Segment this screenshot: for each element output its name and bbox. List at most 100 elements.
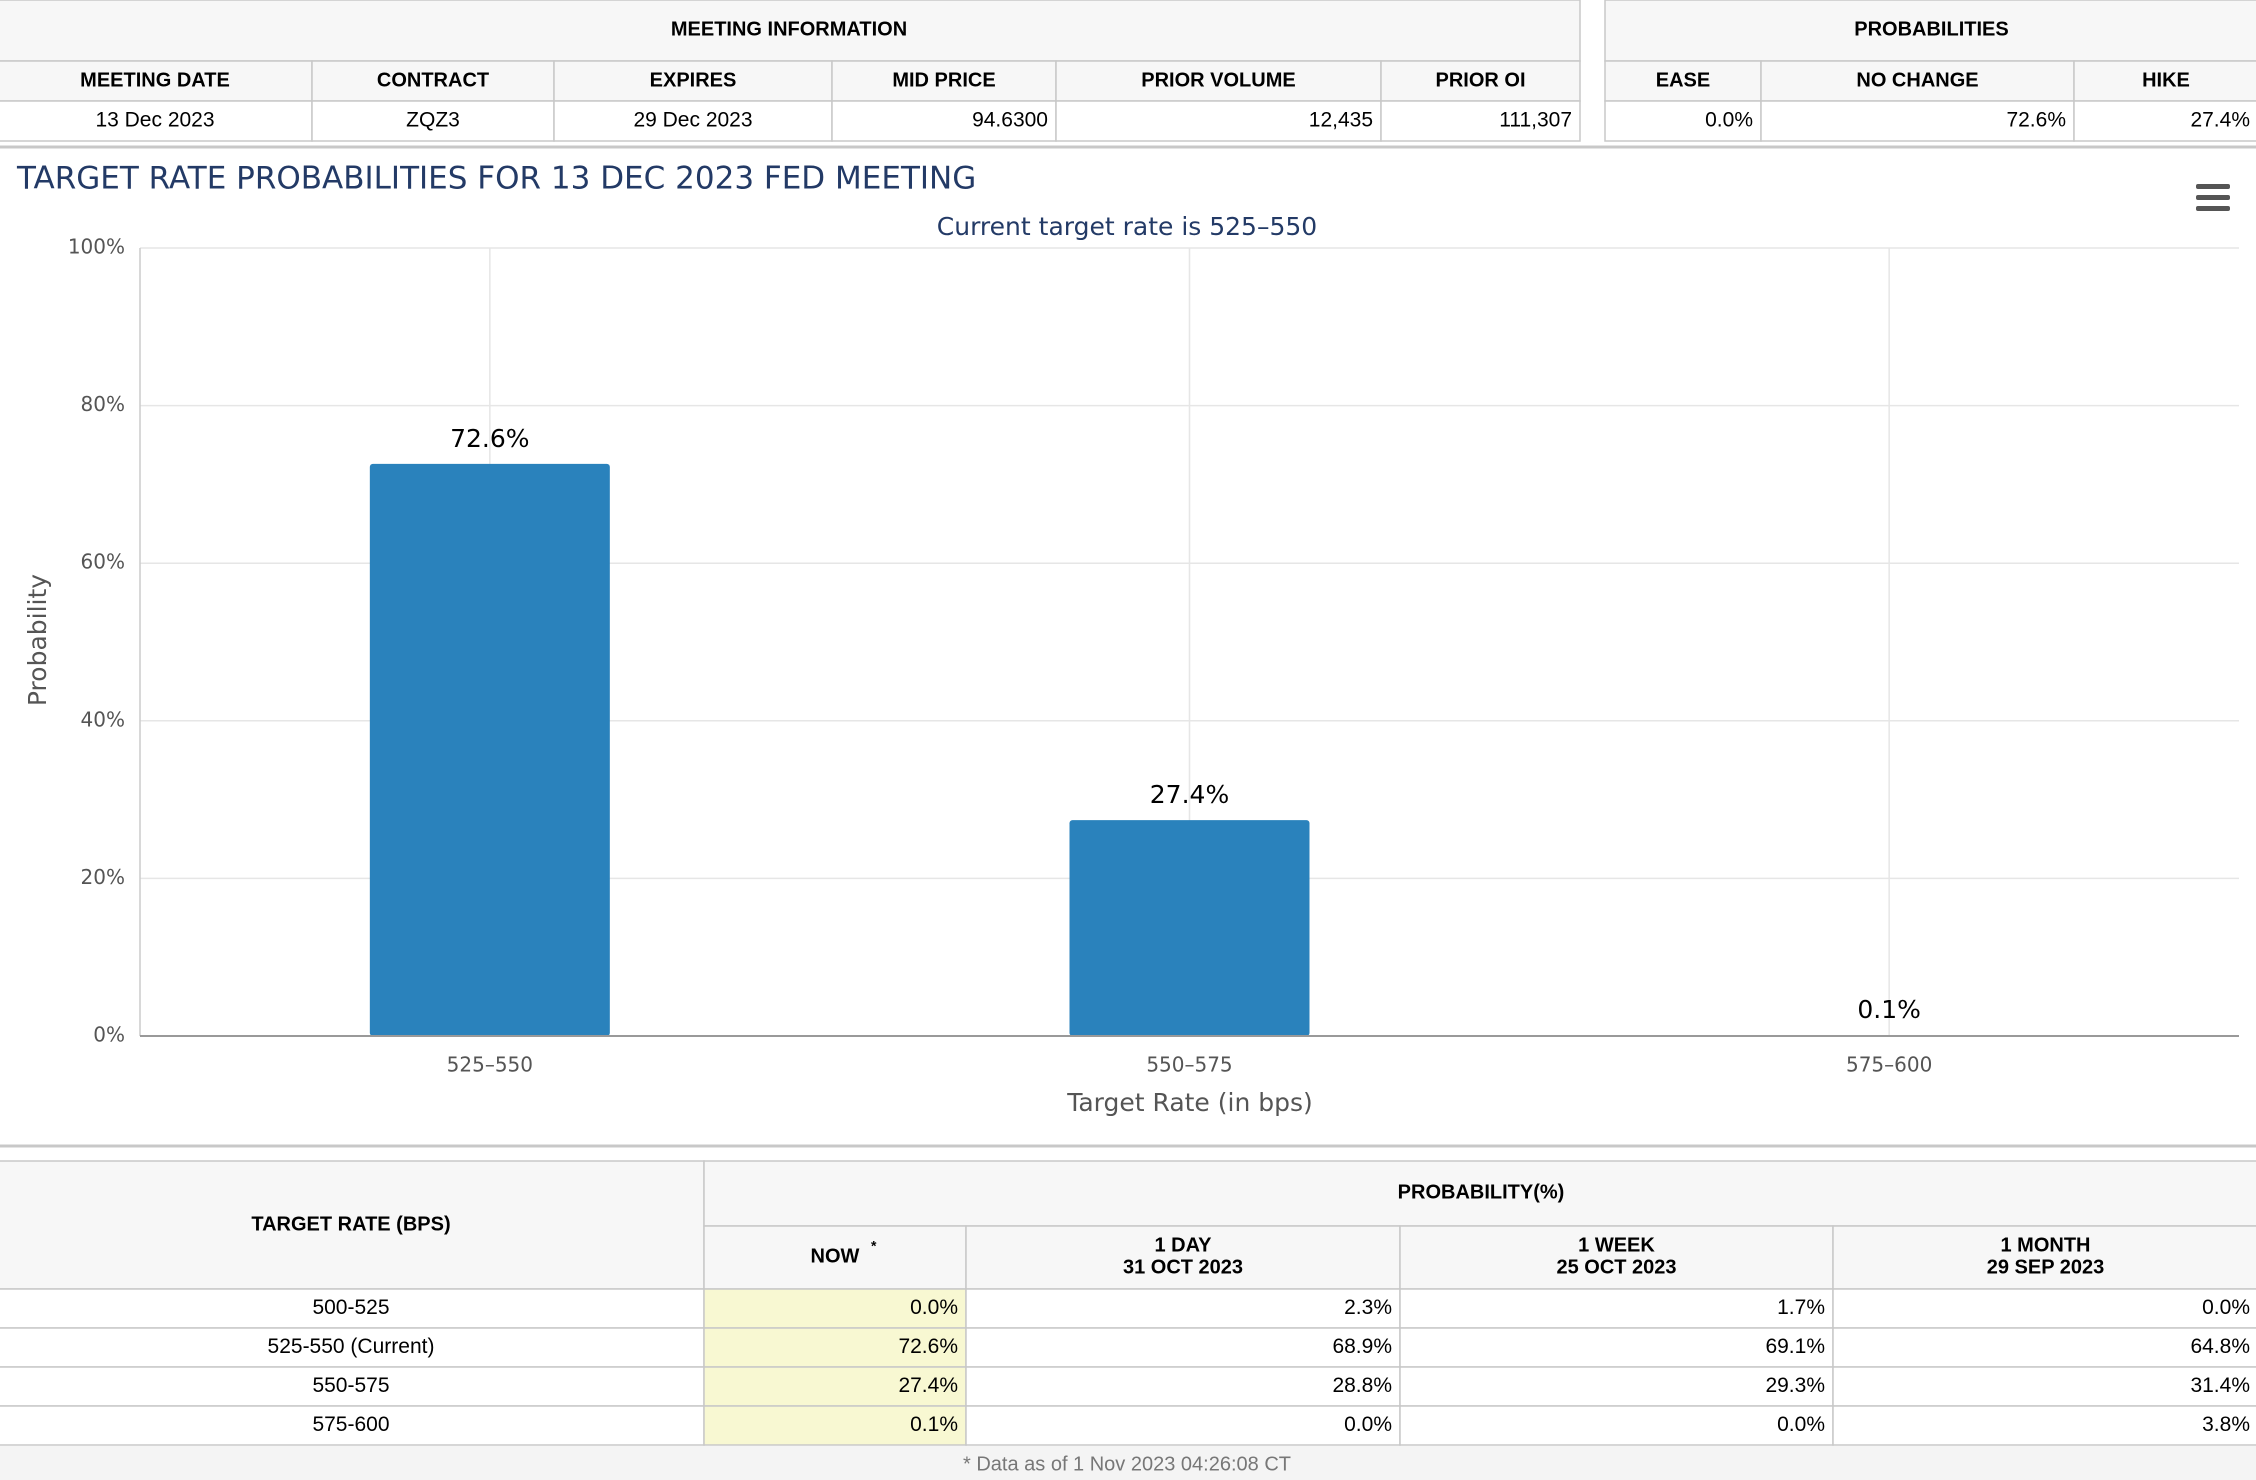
table-value: 2.3% [1344,1296,1392,1319]
column-header: EASE [1656,69,1710,91]
row-header: 525-550 (Current) [268,1335,435,1358]
table-value: 72.6% [898,1335,958,1358]
table-value: 1.7% [1777,1296,1825,1319]
footnote: * Data as of 1 Nov 2023 04:26:08 CT [963,1453,1291,1475]
chart-subtitle: Current target rate is 525–550 [937,212,1317,241]
column-header: NOW [811,1245,860,1267]
y-axis-label: Probability [23,574,52,706]
table-cell [965,1366,1401,1407]
table-cell [703,1327,967,1368]
column-header: 29 SEP 2023 [1987,1256,2105,1278]
table-value: 29 Dec 2023 [633,109,752,132]
table-value: 0.0% [910,1296,958,1319]
table-cell [0,1405,705,1446]
table-cell [1760,100,2075,142]
column-header: 1 WEEK [1578,1234,1655,1256]
row-header: 575-600 [312,1413,389,1436]
table-title: MEETING INFORMATION [671,18,907,40]
table-value: 68.9% [1332,1335,1392,1358]
table-cell [1760,60,2075,102]
column-header: 1 MONTH [2001,1234,2091,1256]
table-value: 3.8% [2202,1413,2250,1436]
footer-shade [0,1446,2256,1480]
table-value: 12,435 [1309,109,1373,132]
y-tick-label: 60% [81,550,125,574]
column-header: MEETING DATE [80,69,230,91]
table-cell [0,100,313,142]
table-cell [965,1327,1401,1368]
table-cell [0,1160,705,1290]
table-cell [1832,1288,2256,1329]
table-cell [1399,1288,1834,1329]
bar [1069,820,1310,1036]
table-cell [831,100,1057,142]
table-cell [703,1160,2256,1227]
table-title: PROBABILITIES [1854,18,2008,40]
note-mark: * [871,1238,877,1254]
table-cell [965,1288,1401,1329]
table-cell [2073,100,2256,142]
table-value: 0.1% [910,1413,958,1436]
table-value: 0.0% [1777,1413,1825,1436]
x-tick-label: 525–550 [447,1053,533,1077]
table-cell [2073,60,2256,102]
table-value: 64.8% [2190,1335,2250,1358]
data-label: 0.1% [1857,995,1921,1024]
column-header: HIKE [2142,69,2190,91]
table-cell [1604,100,1762,142]
y-tick-label: 20% [81,865,125,889]
bar [369,463,610,1036]
table-cell [965,1405,1401,1446]
table-cell [1604,0,2256,62]
y-tick-label: 100% [68,235,125,259]
table-cell [553,100,833,142]
column-header: 1 DAY [1154,1234,1212,1256]
table-cell [1380,100,1581,142]
x-tick-label: 575–600 [1846,1053,1932,1077]
table-cell [0,1327,705,1368]
table-value: 94.6300 [972,109,1048,132]
table-cell [703,1288,967,1329]
menu-bar [2196,206,2230,211]
x-axis-label: Target Rate (in bps) [1066,1088,1313,1117]
y-tick-label: 80% [81,392,125,416]
menu-icon[interactable] [2196,184,2230,211]
table-cell [1399,1405,1834,1446]
chart-title: TARGET RATE PROBABILITIES FOR 13 DEC 202… [16,161,976,197]
y-tick-label: 0% [93,1023,125,1047]
column-header: MID PRICE [892,69,995,91]
table-cell [311,100,555,142]
row-header: 500-525 [312,1296,389,1319]
table-value: 31.4% [2190,1374,2250,1397]
column-header: 31 OCT 2023 [1123,1256,1243,1278]
column-header: PRIOR OI [1435,69,1525,91]
data-label: 27.4% [1150,780,1229,809]
column-header: EXPIRES [650,69,737,91]
table-cell [1832,1405,2256,1446]
data-label: 72.6% [450,424,529,453]
table-cell [1832,1327,2256,1368]
table-value: ZQZ3 [406,109,460,132]
column-header: PRIOR VOLUME [1141,69,1295,91]
table-value: 29.3% [1765,1374,1825,1397]
table-cell [1055,60,1382,102]
menu-bar [2196,195,2230,200]
column-header: CONTRACT [377,69,489,91]
table-value: 0.0% [1705,109,1753,132]
table-value: 27.4% [2190,109,2250,132]
table-cell [0,1366,705,1407]
column-header: TARGET RATE (BPS) [251,1213,450,1235]
table-cell [0,60,313,102]
table-value: 0.0% [1344,1413,1392,1436]
group-header: PROBABILITY(%) [1398,1181,1565,1203]
table-value: 13 Dec 2023 [95,109,214,132]
table-value: 69.1% [1765,1335,1825,1358]
menu-bar [2196,184,2230,189]
table-cell [1832,1366,2256,1407]
table-cell [703,1366,967,1407]
y-tick-label: 40% [81,707,125,731]
row-header: 550-575 [312,1374,389,1397]
table-value: 28.8% [1332,1374,1392,1397]
